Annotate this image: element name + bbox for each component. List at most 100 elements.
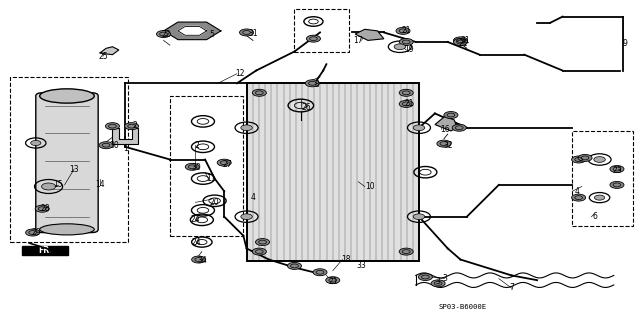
Text: 9: 9 <box>623 39 628 48</box>
FancyBboxPatch shape <box>22 246 68 255</box>
Text: 2: 2 <box>132 121 137 130</box>
Polygon shape <box>355 29 384 41</box>
Circle shape <box>26 229 40 236</box>
Text: 7: 7 <box>509 283 514 292</box>
Circle shape <box>595 195 605 200</box>
Text: 25: 25 <box>98 52 108 61</box>
Circle shape <box>185 163 199 170</box>
Circle shape <box>252 89 266 96</box>
Polygon shape <box>100 47 119 55</box>
Circle shape <box>399 89 413 96</box>
Text: 30: 30 <box>109 141 119 150</box>
Circle shape <box>419 273 433 280</box>
Text: 6: 6 <box>592 212 597 221</box>
Circle shape <box>444 112 458 119</box>
Text: 13: 13 <box>69 165 79 174</box>
Circle shape <box>452 124 467 131</box>
Text: 3: 3 <box>436 277 440 286</box>
Circle shape <box>239 29 253 36</box>
Circle shape <box>157 31 171 38</box>
Bar <box>294 9 349 51</box>
Circle shape <box>305 80 319 87</box>
Circle shape <box>454 39 467 46</box>
Circle shape <box>413 125 425 130</box>
Text: 8: 8 <box>314 80 319 89</box>
Bar <box>10 77 129 242</box>
Circle shape <box>35 205 49 212</box>
Polygon shape <box>164 22 221 40</box>
FancyBboxPatch shape <box>36 93 98 233</box>
Circle shape <box>399 39 413 46</box>
Text: 11: 11 <box>207 174 216 183</box>
Text: 4: 4 <box>575 187 580 196</box>
Text: 18: 18 <box>340 255 350 264</box>
Circle shape <box>394 44 406 50</box>
Text: 33: 33 <box>356 261 366 271</box>
Text: 19: 19 <box>404 45 414 55</box>
Text: 20: 20 <box>210 198 220 207</box>
Circle shape <box>287 263 301 269</box>
Circle shape <box>106 123 120 130</box>
Ellipse shape <box>40 89 94 103</box>
Text: 31: 31 <box>460 36 470 45</box>
Text: 5: 5 <box>209 30 214 39</box>
Circle shape <box>252 248 266 255</box>
Circle shape <box>307 35 321 42</box>
Text: 1: 1 <box>123 144 127 153</box>
Text: 26: 26 <box>301 103 311 112</box>
Ellipse shape <box>40 224 94 235</box>
Circle shape <box>437 140 451 147</box>
Circle shape <box>413 214 425 219</box>
Circle shape <box>191 256 205 263</box>
Circle shape <box>241 214 252 219</box>
Bar <box>572 131 633 226</box>
Circle shape <box>431 280 445 287</box>
Text: 4: 4 <box>250 193 255 202</box>
Circle shape <box>610 166 624 173</box>
Circle shape <box>42 183 56 190</box>
Circle shape <box>125 123 139 130</box>
Text: 31: 31 <box>248 29 258 38</box>
Text: 24: 24 <box>191 215 200 224</box>
Text: 21: 21 <box>401 26 411 35</box>
Text: 2: 2 <box>195 141 199 150</box>
Circle shape <box>313 269 327 276</box>
Polygon shape <box>178 26 207 35</box>
Circle shape <box>396 27 410 34</box>
Circle shape <box>399 100 413 108</box>
Circle shape <box>217 159 231 166</box>
Text: FR.: FR. <box>38 246 52 255</box>
Text: 22: 22 <box>162 30 172 39</box>
Text: 21: 21 <box>459 39 468 48</box>
Text: 24: 24 <box>192 238 202 247</box>
Circle shape <box>241 125 252 130</box>
Text: 32: 32 <box>443 141 452 150</box>
Circle shape <box>255 239 269 246</box>
Text: 29: 29 <box>31 228 40 237</box>
Text: 23: 23 <box>612 166 622 175</box>
Polygon shape <box>435 117 458 131</box>
Text: 27: 27 <box>223 160 232 169</box>
Text: 21: 21 <box>404 100 414 108</box>
Text: 17: 17 <box>353 36 363 45</box>
Bar <box>170 96 243 236</box>
Polygon shape <box>113 128 138 144</box>
Circle shape <box>454 37 467 44</box>
Circle shape <box>594 157 605 162</box>
Circle shape <box>578 154 592 161</box>
Text: 30: 30 <box>192 163 202 172</box>
Text: 15: 15 <box>53 181 63 189</box>
Text: 3: 3 <box>442 274 447 283</box>
Text: 14: 14 <box>95 181 104 189</box>
Circle shape <box>326 277 340 284</box>
Circle shape <box>99 142 113 149</box>
Text: 16: 16 <box>440 125 449 134</box>
Text: 34: 34 <box>197 256 207 265</box>
Circle shape <box>31 140 41 145</box>
Text: 21: 21 <box>328 277 337 286</box>
Circle shape <box>572 194 586 201</box>
Text: SP03-B6000E: SP03-B6000E <box>438 304 486 310</box>
Bar <box>246 83 419 261</box>
Text: 10: 10 <box>365 182 374 191</box>
Circle shape <box>399 248 413 255</box>
